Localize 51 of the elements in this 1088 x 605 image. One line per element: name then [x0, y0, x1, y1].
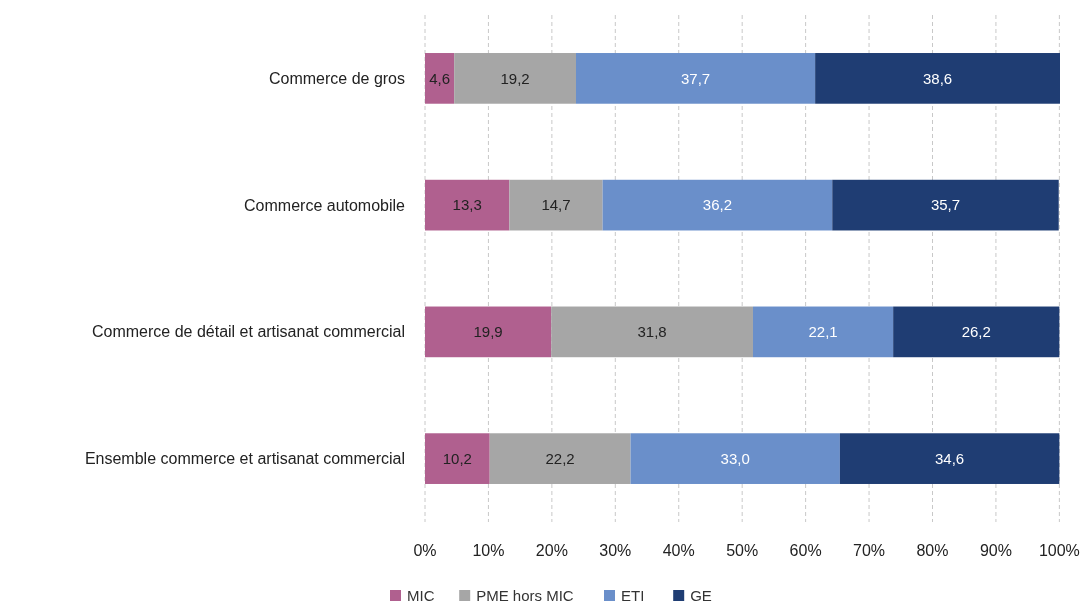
- bar: [425, 306, 552, 358]
- y-tick-label: Ensemble commerce et artisanat commercial: [84, 450, 405, 468]
- x-tick-label: 10%: [472, 541, 505, 559]
- bar: [832, 179, 1059, 231]
- bar: [489, 433, 631, 484]
- bar: [425, 179, 510, 231]
- data-label: 22,2: [545, 449, 575, 467]
- x-tick-label: 80%: [916, 541, 949, 559]
- bar: [630, 433, 840, 484]
- data-label: 38,6: [922, 69, 953, 87]
- bar: [815, 53, 1060, 104]
- y-tick-label: Commerce automobile: [244, 196, 406, 214]
- data-label: 26,2: [961, 323, 991, 341]
- legend-label: PME hors MIC: [476, 587, 574, 605]
- data-label: 36,2: [702, 196, 733, 214]
- bar: [454, 53, 576, 104]
- data-label: 22,1: [808, 323, 838, 341]
- bar: [575, 53, 816, 104]
- bar: [839, 433, 1060, 484]
- data-label: 31,8: [637, 323, 667, 341]
- x-tick-label: 100%: [1038, 541, 1080, 559]
- data-label: 10,2: [442, 449, 472, 467]
- bar: [602, 179, 833, 231]
- data-label: 35,7: [930, 196, 961, 214]
- bar: [752, 306, 894, 358]
- x-tick-label: 90%: [979, 541, 1012, 559]
- bar: [509, 179, 603, 231]
- bar: [551, 306, 753, 358]
- y-tick-label: Commerce de gros: [268, 69, 405, 87]
- x-tick-label: 50%: [726, 541, 759, 559]
- x-tick-label: 20%: [535, 541, 568, 559]
- data-label: 19,9: [473, 323, 503, 341]
- bar: [425, 53, 455, 104]
- data-label: 34,6: [935, 449, 965, 467]
- x-tick-label: 60%: [789, 541, 822, 559]
- bar: [425, 433, 490, 484]
- bar: [893, 306, 1060, 358]
- x-tick-label: 40%: [662, 541, 695, 559]
- legend-label: GE: [690, 587, 712, 605]
- x-tick-label: 30%: [599, 541, 632, 559]
- data-label: 37,7: [680, 69, 711, 87]
- data-label: 33,0: [720, 449, 750, 467]
- data-label: 19,2: [500, 69, 530, 87]
- x-tick-label: 70%: [853, 541, 886, 559]
- data-label: 14,7: [541, 196, 571, 214]
- x-tick-label: 0%: [413, 541, 437, 559]
- legend-label: ETI: [621, 587, 645, 605]
- data-label: 4,6: [429, 69, 451, 87]
- legend-label: MIC: [407, 587, 435, 605]
- y-tick-label: Commerce de détail et artisanat commercial: [91, 323, 405, 341]
- data-label: 13,3: [452, 196, 482, 214]
